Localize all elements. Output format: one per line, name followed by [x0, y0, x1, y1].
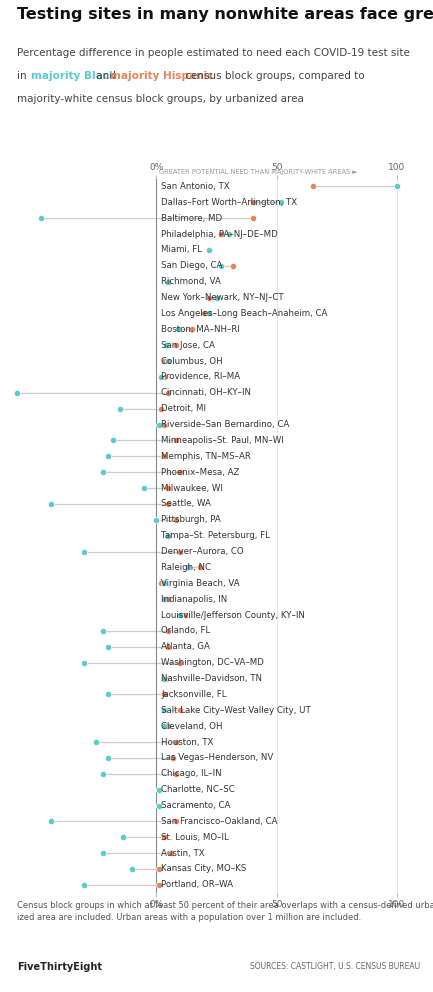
Text: Jacksonville, FL: Jacksonville, FL: [161, 689, 226, 699]
Text: majority Hispanic: majority Hispanic: [110, 71, 214, 81]
Text: Indianapolis, IN: Indianapolis, IN: [161, 594, 227, 604]
Text: Los Angeles–Long Beach–Anaheim, CA: Los Angeles–Long Beach–Anaheim, CA: [161, 309, 327, 318]
Text: Las Vegas–Henderson, NV: Las Vegas–Henderson, NV: [161, 753, 273, 763]
Text: Testing sites in many nonwhite areas face greater demand: Testing sites in many nonwhite areas fac…: [17, 7, 433, 22]
Text: Memphis, TN–MS–AR: Memphis, TN–MS–AR: [161, 451, 251, 461]
Text: Salt Lake City–West Valley City, UT: Salt Lake City–West Valley City, UT: [161, 705, 311, 715]
Text: Houston, TX: Houston, TX: [161, 737, 213, 747]
Text: Denver–Aurora, CO: Denver–Aurora, CO: [161, 547, 244, 557]
Text: Washington, DC–VA–MD: Washington, DC–VA–MD: [161, 658, 264, 668]
Text: Riverside–San Bernardino, CA: Riverside–San Bernardino, CA: [161, 420, 289, 430]
Text: Sacramento, CA: Sacramento, CA: [161, 801, 230, 810]
Text: and: and: [93, 71, 119, 81]
Text: Providence, RI–MA: Providence, RI–MA: [161, 372, 240, 382]
Text: Miami, FL: Miami, FL: [161, 245, 202, 255]
Text: Pittsburgh, PA: Pittsburgh, PA: [161, 515, 221, 525]
Text: Seattle, WA: Seattle, WA: [161, 499, 211, 509]
Text: Raleigh, NC: Raleigh, NC: [161, 562, 211, 572]
Text: San Jose, CA: San Jose, CA: [161, 340, 215, 350]
Text: Portland, OR–WA: Portland, OR–WA: [161, 880, 233, 890]
Text: Atlanta, GA: Atlanta, GA: [161, 642, 210, 652]
Text: majority-white census block groups, by urbanized area: majority-white census block groups, by u…: [17, 94, 304, 104]
Text: Cincinnati, OH–KY–IN: Cincinnati, OH–KY–IN: [161, 388, 251, 398]
Text: Nashville–Davidson, TN: Nashville–Davidson, TN: [161, 674, 262, 683]
Text: New York–Newark, NY–NJ–CT: New York–Newark, NY–NJ–CT: [161, 293, 284, 303]
Text: GREATER POTENTIAL NEED THAN MAJORITY-WHITE AREAS ►: GREATER POTENTIAL NEED THAN MAJORITY-WHI…: [159, 170, 357, 176]
Text: Detroit, MI: Detroit, MI: [161, 404, 206, 414]
Text: Charlotte, NC–SC: Charlotte, NC–SC: [161, 785, 235, 795]
Text: majority Black: majority Black: [31, 71, 116, 81]
Text: Orlando, FL: Orlando, FL: [161, 626, 210, 636]
Text: Austin, TX: Austin, TX: [161, 848, 205, 858]
Text: Phoenix–Mesa, AZ: Phoenix–Mesa, AZ: [161, 467, 239, 477]
Text: Tampa–St. Petersburg, FL: Tampa–St. Petersburg, FL: [161, 531, 270, 541]
Text: SOURCES: CASTLIGHT, U.S. CENSUS BUREAU: SOURCES: CASTLIGHT, U.S. CENSUS BUREAU: [250, 962, 420, 971]
Text: FiveThirtyEight: FiveThirtyEight: [17, 962, 102, 972]
Text: Dallas–Fort Worth–Arlington, TX: Dallas–Fort Worth–Arlington, TX: [161, 197, 297, 207]
Text: Kansas City, MO–KS: Kansas City, MO–KS: [161, 864, 246, 874]
Text: in: in: [17, 71, 30, 81]
Text: Chicago, IL–IN: Chicago, IL–IN: [161, 769, 222, 779]
Text: Boston, MA–NH–RI: Boston, MA–NH–RI: [161, 324, 240, 334]
Text: Philadelphia, PA–NJ–DE–MD: Philadelphia, PA–NJ–DE–MD: [161, 229, 278, 239]
Text: census block groups, compared to: census block groups, compared to: [182, 71, 365, 81]
Text: Census block groups in which at least 50 percent of their area overlaps with a c: Census block groups in which at least 50…: [17, 901, 433, 922]
Text: Columbus, OH: Columbus, OH: [161, 356, 223, 366]
Text: Percentage difference in people estimated to need each COVID-19 test site: Percentage difference in people estimate…: [17, 48, 410, 58]
Text: Milwaukee, WI: Milwaukee, WI: [161, 483, 223, 493]
Text: San Diego, CA: San Diego, CA: [161, 261, 223, 271]
Text: Richmond, VA: Richmond, VA: [161, 277, 221, 287]
Text: San Antonio, TX: San Antonio, TX: [161, 182, 230, 191]
Text: Baltimore, MD: Baltimore, MD: [161, 213, 222, 223]
Text: Minneapolis–St. Paul, MN–WI: Minneapolis–St. Paul, MN–WI: [161, 435, 284, 445]
Text: San Francisco–Oakland, CA: San Francisco–Oakland, CA: [161, 816, 278, 826]
Text: Louisville/Jefferson County, KY–IN: Louisville/Jefferson County, KY–IN: [161, 610, 305, 620]
Text: Virginia Beach, VA: Virginia Beach, VA: [161, 578, 240, 588]
Text: Cleveland, OH: Cleveland, OH: [161, 721, 223, 731]
Text: St. Louis, MO–IL: St. Louis, MO–IL: [161, 832, 229, 842]
